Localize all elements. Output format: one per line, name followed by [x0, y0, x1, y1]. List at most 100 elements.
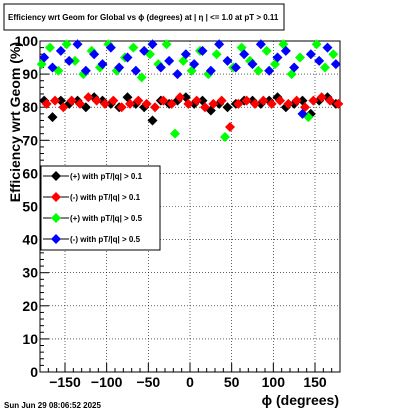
data-point-3	[89, 49, 100, 60]
data-point-3	[47, 62, 58, 73]
legend-marker-1	[51, 192, 61, 202]
legend: (+) with pT/|q| > 0.1 (-) with pT/|q| > …	[40, 165, 161, 251]
y-tick-label: 40	[22, 232, 38, 248]
x-tick-label: 50	[224, 374, 240, 390]
y-tick-label: 0	[30, 364, 38, 380]
data-point-1	[91, 95, 102, 106]
data-point-2	[320, 62, 330, 73]
data-point-3	[147, 39, 158, 50]
legend-label-0: (+) with pT/|q| > 0.1	[70, 172, 143, 181]
legend-marker-3	[51, 234, 61, 244]
axis-ticks: −150 −100 −50 0 50 100 150 0 10 20 30 40 50 60 70 80 90 1…	[15, 33, 333, 390]
data-point-0	[147, 115, 158, 126]
data-point-1	[208, 98, 219, 109]
data-point-2	[70, 55, 80, 66]
legend-entry-3: (-) with pT/|q| > 0.5	[43, 234, 141, 244]
data-point-1	[225, 122, 235, 133]
data-point-3	[105, 42, 116, 53]
data-point-3	[139, 45, 150, 56]
legend-box	[40, 165, 161, 251]
data-point-2	[220, 131, 230, 142]
data-point-2	[136, 72, 147, 83]
data-point-3	[189, 59, 200, 70]
data-point-1	[100, 98, 110, 109]
data-point-1	[191, 95, 202, 106]
y-axis-title: Efficiency wrt Geom (%)	[7, 42, 23, 202]
data-point-3	[172, 69, 183, 80]
data-point-3	[164, 55, 175, 66]
legend-marker-0	[51, 171, 61, 181]
legend-label-2: (+) with pT/|q| > 0.5	[70, 214, 143, 223]
data-point-1	[58, 102, 69, 113]
legend-entry-0: (+) with pT/|q| > 0.1	[43, 171, 143, 181]
data-point-1	[283, 98, 294, 109]
legend-entry-2: (+) with pT/|q| > 0.5	[43, 213, 143, 223]
data-point-1	[308, 95, 319, 106]
data-point-3	[214, 39, 225, 50]
x-tick-label: −150	[49, 374, 81, 390]
data-point-2	[328, 49, 339, 60]
data-point-3	[222, 55, 233, 66]
data-point-3	[314, 55, 325, 66]
legend-label-3: (-) with pT/|q| > 0.5	[70, 235, 141, 244]
data-point-1	[75, 98, 85, 109]
data-point-1	[183, 98, 194, 109]
legend-entry-1: (-) with pT/|q| > 0.1	[43, 192, 141, 202]
data-point-1	[41, 98, 52, 109]
chart-title: Efficiency wrt Geom for Global vs ϕ (deg…	[8, 13, 279, 22]
series-3	[39, 39, 341, 119]
data-point-1	[50, 95, 60, 106]
data-point-2	[211, 49, 222, 60]
data-point-2	[253, 65, 264, 76]
data-point-1	[200, 102, 210, 113]
data-point-0	[222, 102, 233, 113]
data-point-1	[216, 95, 227, 106]
data-point-1	[108, 95, 119, 106]
y-tick-label: 60	[22, 165, 38, 181]
x-tick-label: −100	[91, 374, 123, 390]
data-point-3	[130, 65, 141, 76]
data-point-3	[122, 52, 133, 63]
data-point-0	[55, 95, 66, 106]
data-point-3	[97, 59, 108, 70]
data-point-0	[47, 112, 58, 123]
data-point-1	[83, 92, 94, 103]
y-tick-label: 30	[22, 265, 38, 281]
data-point-1	[241, 95, 252, 106]
x-tick-label: 0	[186, 374, 194, 390]
x-tick-label: 150	[303, 374, 327, 390]
data-point-2	[261, 45, 272, 56]
x-tick-label: −50	[136, 374, 160, 390]
legend-label-1: (-) with pT/|q| > 0.1	[70, 193, 141, 202]
data-point-3	[72, 39, 83, 50]
data-point-1	[166, 98, 177, 109]
data-point-3	[322, 42, 333, 53]
y-tick-label: 90	[22, 66, 38, 82]
data-point-1	[125, 98, 135, 109]
y-tick-label: 20	[22, 298, 38, 314]
data-point-1	[316, 92, 327, 103]
data-point-3	[230, 62, 241, 73]
x-tick-label: 100	[262, 374, 286, 390]
data-point-3	[255, 39, 266, 50]
data-point-3	[39, 52, 50, 63]
y-tick-label: 50	[22, 199, 38, 215]
data-point-1	[175, 92, 185, 103]
data-point-1	[66, 95, 77, 106]
data-point-3	[272, 52, 283, 63]
data-point-3	[114, 62, 125, 73]
data-point-3	[239, 49, 250, 60]
data-point-1	[333, 98, 344, 109]
data-point-3	[80, 65, 91, 76]
data-point-1	[325, 95, 335, 106]
data-point-3	[197, 45, 208, 56]
y-tick-label: 80	[22, 99, 38, 115]
data-point-1	[133, 95, 144, 106]
series-1	[41, 92, 344, 133]
data-point-2	[61, 39, 72, 50]
title-box	[3, 3, 285, 31]
data-point-3	[297, 108, 308, 119]
data-point-3	[64, 55, 75, 66]
